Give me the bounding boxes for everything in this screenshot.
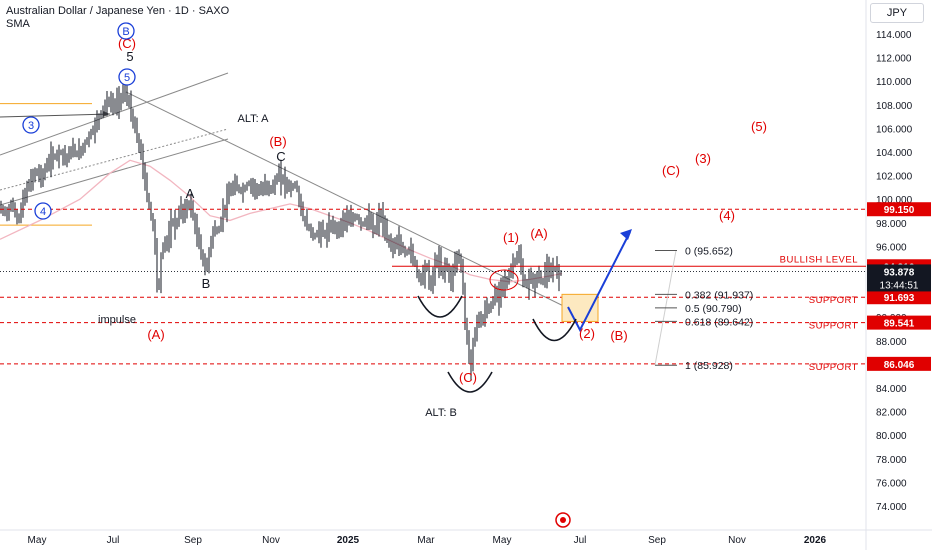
last-price-label: 93.878 [884, 267, 915, 278]
x-tick-label: Nov [262, 535, 280, 546]
wave-label-red: (A) [147, 327, 164, 342]
price-level-tag [867, 315, 931, 330]
wave-label-red: (C) [118, 36, 136, 51]
price-level-tag [867, 290, 931, 305]
wave-label-black: C [276, 149, 285, 164]
annotation-arrow [0, 113, 111, 118]
y-tick-label: 76.000 [876, 478, 907, 489]
wave-label-red: (B) [269, 134, 286, 149]
price-level-label: 91.693 [884, 293, 915, 304]
x-tick-label: Sep [648, 535, 666, 546]
x-tick-label: 2026 [804, 535, 827, 546]
head-curve [447, 371, 493, 393]
downtrend-line [125, 91, 589, 319]
wave-label-red: (5) [751, 119, 767, 134]
wave-label-black: 5 [126, 49, 133, 64]
wave-label-circled: 5 [124, 72, 130, 84]
shoulder-curve [532, 318, 577, 342]
wave-label-red: (1) [503, 230, 519, 245]
y-tick-label: 100.000 [876, 195, 913, 206]
y-tick-label: 112.000 [876, 54, 912, 65]
price-level-tag [867, 202, 931, 217]
price-level-note: SUPPORT [809, 321, 858, 332]
wave-label-red: (C) [459, 370, 477, 385]
y-tick-label: 78.000 [876, 455, 907, 466]
fib-level-label: 0 (95.652) [685, 246, 733, 258]
price-level-label: 89.541 [884, 319, 915, 330]
target-icon-dot [560, 517, 566, 523]
price-level-label: 99.150 [884, 205, 915, 216]
wave-label-black: A [186, 186, 195, 201]
y-tick-label: 104.000 [876, 148, 913, 159]
wave-label-circled: 3 [28, 120, 34, 132]
y-tick-label: 82.000 [876, 408, 907, 419]
target-icon [555, 512, 571, 528]
wave-label-black: impulse [98, 314, 136, 326]
wave-label-circle [22, 116, 40, 134]
y-tick-label: 108.000 [876, 101, 913, 112]
indicator-label[interactable]: SMA [6, 18, 30, 30]
last-price-tag [867, 264, 931, 292]
y-tick-label: 80.000 [876, 431, 907, 442]
y-tick-label: 96.000 [876, 242, 907, 253]
y-tick-label: 102.000 [876, 172, 913, 183]
x-tick-label: May [28, 535, 47, 546]
wave-label-circled: B [122, 26, 129, 38]
x-tick-label: Jul [574, 535, 587, 546]
price-level-note: SUPPORT [809, 295, 858, 306]
wave-label-red: (2) [579, 326, 595, 341]
y-tick-label: 74.000 [876, 502, 907, 513]
wave-label-red: (4) [719, 208, 735, 223]
fib-level-label: 1 (85.928) [685, 360, 733, 372]
y-tick-label: 84.000 [876, 384, 907, 395]
x-tick-label: Nov [728, 535, 746, 546]
fib-level-label: 0.382 (91.937) [685, 289, 753, 301]
wave-label-black: ALT: A [238, 113, 270, 125]
wave-label-black: B [202, 276, 211, 291]
chart-title: Australian Dollar / Japanese Yen · 1D · … [6, 5, 230, 17]
y-tick-label: 88.000 [876, 337, 907, 348]
shoulder-curve [417, 295, 463, 318]
price-level-label: 86.046 [884, 360, 915, 371]
fib-level-label: 0.5 (90.790) [685, 303, 742, 315]
projection-arrow-head [620, 229, 632, 240]
x-tick-label: Sep [184, 535, 202, 546]
breakout-circle [489, 269, 519, 291]
projection-path [567, 231, 631, 333]
price-level-note: BULLISH LEVEL [780, 254, 858, 265]
x-tick-label: Jul [107, 535, 120, 546]
wave-label-black: ALT: B [425, 407, 457, 419]
channel-lower-line [0, 138, 229, 206]
price-level-note: SUPPORT [809, 362, 858, 373]
channel-mid-line [0, 128, 229, 191]
x-tick-label: 2025 [337, 535, 360, 546]
y-tick-label: 110.000 [876, 77, 912, 88]
price-level-tag [867, 356, 931, 371]
wave-label-red: (3) [695, 151, 711, 166]
wave-label-red: (C) [662, 163, 680, 178]
wave-label-red: (A) [530, 226, 547, 241]
wave-label-circle [117, 22, 135, 40]
y-tick-label: 114.000 [876, 30, 912, 41]
y-tick-label: 106.000 [876, 124, 913, 135]
wave-label-circle [34, 202, 52, 220]
channel-upper-line [0, 72, 229, 156]
y-tick-label: 98.000 [876, 219, 907, 230]
wave-label-circle [118, 68, 136, 86]
wave-label-red: (B) [610, 328, 627, 343]
wave-label-circled: 4 [40, 206, 46, 218]
x-tick-label: May [493, 535, 512, 546]
sma-line [0, 159, 563, 283]
countdown-label: 13:44:51 [880, 280, 919, 291]
fib-level-label: 0.618 (89.642) [685, 316, 753, 328]
x-tick-label: Mar [417, 535, 435, 546]
currency-button[interactable]: JPY [870, 3, 924, 23]
